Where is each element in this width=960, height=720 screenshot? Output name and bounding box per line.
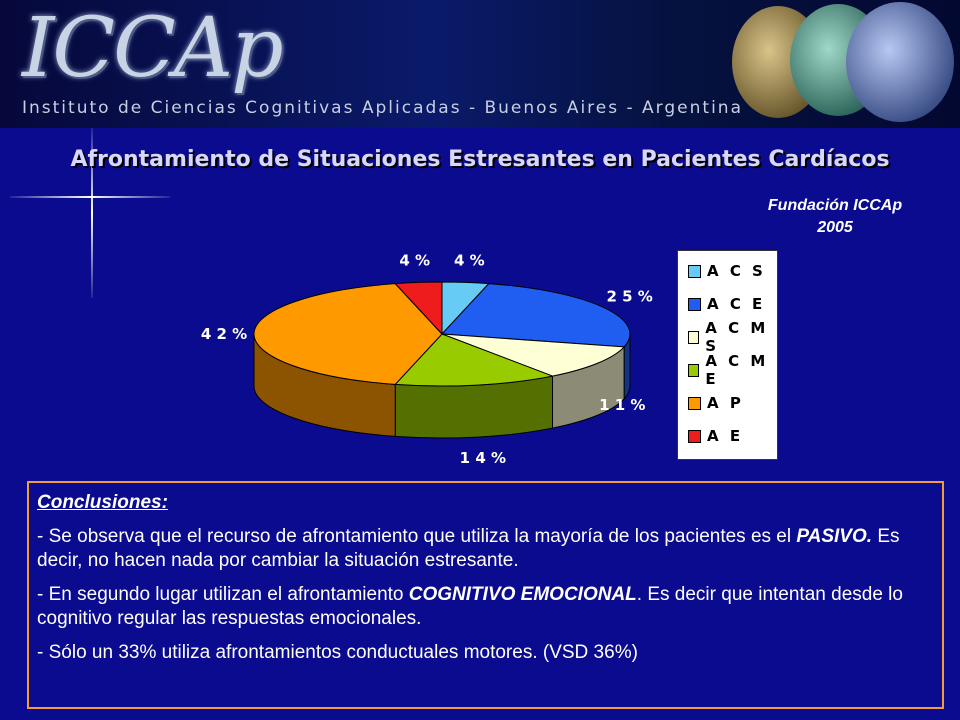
- pie-value-label-2: 1 1 %: [599, 396, 645, 414]
- header-subtitle: Instituto de Ciencias Cognitivas Aplicad…: [22, 98, 743, 118]
- legend-label: A E: [707, 427, 744, 445]
- light-flare-horizontal: [10, 196, 170, 198]
- pie-slice-4: [253, 283, 443, 385]
- conclusion-1-text-end: Es decir, no hacen nada por cambiar la s…: [37, 526, 900, 571]
- pie-value-label-3: 1 4 %: [460, 449, 506, 467]
- conclusion-1-text: - Se observa que el recurso de afrontami…: [37, 526, 797, 547]
- pie-slice-1: [440, 283, 631, 348]
- logo: ICCAp: [22, 1, 284, 96]
- legend-swatch: [688, 396, 701, 410]
- legend-item: A C M E: [688, 352, 777, 388]
- chart-title: Afrontamiento de Situaciones Estresantes…: [70, 147, 890, 172]
- conclusion-2-emphasis: COGNITIVO EMOCIONAL: [408, 584, 637, 605]
- pie-slice-5: [394, 281, 443, 336]
- pie-value-label-4: 4 2 %: [201, 325, 247, 343]
- pie-chart: 4 % 2 5 % 1 1 % 1 4 % 4 2 % 4 %: [201, 252, 653, 467]
- organization-note: Fundación ICCAp 2005: [740, 195, 930, 239]
- legend-item: A C E: [688, 294, 765, 314]
- legend-label: A C M E: [705, 352, 769, 388]
- legend-swatch: [688, 363, 700, 377]
- conclusion-1: - Se observa que el recurso de afrontami…: [37, 525, 934, 573]
- organization-name: Fundación ICCAp: [767, 197, 903, 214]
- conclusions-heading: Conclusiones:: [37, 492, 168, 513]
- legend-item: A C S: [688, 261, 766, 281]
- light-flare-vertical: [91, 128, 93, 298]
- legend-swatch: [688, 429, 701, 443]
- legend-swatch: [688, 297, 701, 311]
- pie-value-label-1: 2 5 %: [606, 287, 652, 305]
- legend-label: A C M S: [705, 319, 769, 355]
- pie-slice-2: [441, 333, 626, 377]
- pie-value-label-0: 4 %: [454, 252, 485, 270]
- pie-value-label-5: 4 %: [399, 252, 430, 270]
- legend-label: A C S: [707, 262, 766, 280]
- legend-item: A P: [688, 393, 744, 413]
- legend-swatch: [688, 330, 700, 344]
- brain-heads-image: [732, 2, 954, 122]
- legend-label: A P: [707, 394, 744, 412]
- conclusion-2: - En segundo lugar utilizan el afrontami…: [37, 583, 934, 631]
- conclusions-box: Conclusiones: - Se observa que el recurs…: [27, 481, 944, 709]
- conclusion-1-emphasis: PASIVO.: [796, 526, 873, 547]
- conclusion-2-text-end: . Es decir que intentan desde lo cogniti…: [37, 584, 903, 629]
- conclusion-3: - Sólo un 33% utiliza afrontamientos con…: [37, 642, 638, 663]
- legend-item: A C M S: [688, 319, 777, 355]
- organization-year: 2005: [817, 219, 853, 236]
- legend-item: A E: [688, 426, 743, 446]
- header-banner: ICCAp Instituto de Ciencias Cognitivas A…: [0, 0, 960, 128]
- legend-label: A C E: [707, 295, 766, 313]
- pie-slice-3: [394, 333, 555, 387]
- conclusion-2-text: - En segundo lugar utilizan el afrontami…: [37, 584, 409, 605]
- legend-swatch: [688, 264, 701, 278]
